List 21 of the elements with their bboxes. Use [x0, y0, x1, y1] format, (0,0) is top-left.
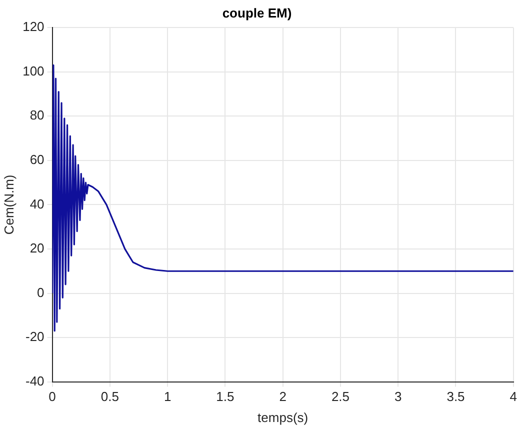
- x-tick-label: 2.5: [331, 389, 350, 404]
- y-tick-label: 80: [30, 108, 44, 123]
- x-tick-label: 1.5: [216, 389, 234, 404]
- x-tick-label: 0: [48, 389, 56, 404]
- y-axis-title: Cem(N.m): [1, 174, 16, 235]
- x-tick-label: 4: [510, 389, 517, 404]
- x-tick-label: 0.5: [100, 389, 119, 404]
- y-tick-label: 40: [30, 196, 44, 212]
- x-tick-label: 3.5: [446, 389, 465, 404]
- x-axis-title: temps(s): [258, 410, 308, 425]
- y-tick-label: -40: [25, 373, 44, 388]
- x-tick-label: 2: [279, 389, 286, 404]
- y-tick-label: 60: [30, 152, 44, 168]
- y-tick-label: 20: [30, 240, 44, 256]
- chart-title: couple EM): [222, 5, 292, 20]
- x-tick-label: 3: [394, 389, 402, 404]
- y-tick-label: 100: [22, 63, 44, 78]
- x-tick-label: 1: [164, 389, 172, 404]
- y-tick-label: 0: [37, 284, 44, 300]
- y-tick-label: 120: [22, 19, 44, 34]
- y-tick-label: -20: [25, 329, 44, 344]
